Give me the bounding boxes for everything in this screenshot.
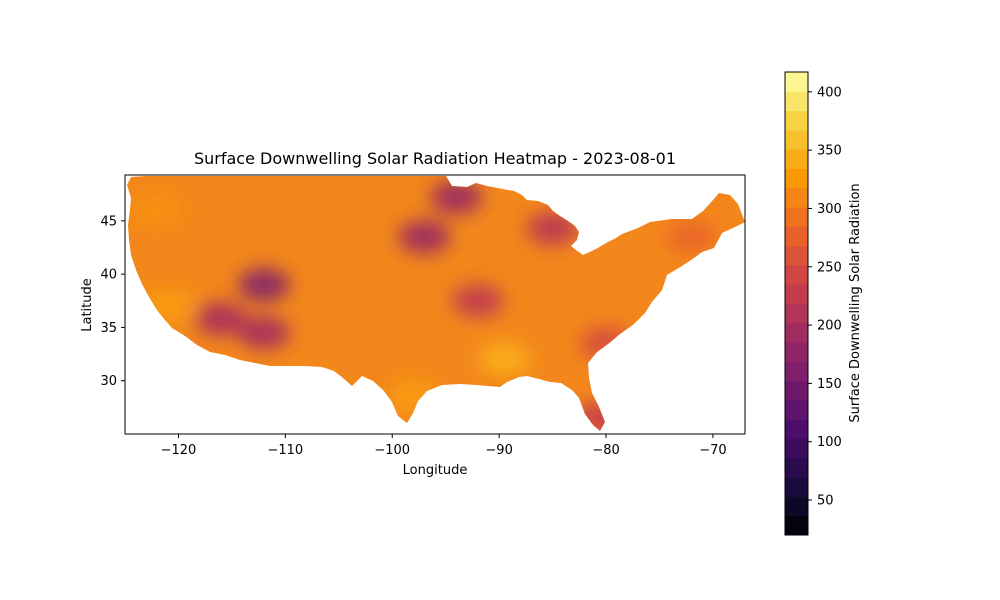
x-tick-label: −70 — [699, 443, 726, 458]
radiation-region — [526, 211, 579, 246]
colorbar-band — [785, 284, 808, 304]
y-tick-label: 45 — [100, 214, 117, 229]
colorbar-band — [785, 438, 808, 459]
y-tick-label: 40 — [100, 268, 117, 283]
radiation-region — [237, 267, 290, 302]
colorbar-band — [785, 457, 808, 478]
radiation-region — [478, 342, 531, 377]
y-axis-label: Latitude — [80, 278, 95, 332]
colorbar-band — [785, 419, 808, 440]
colorbar-band — [785, 496, 808, 517]
colorbar-band — [785, 91, 808, 112]
colorbar-tick-label: 350 — [817, 144, 842, 159]
radiation-region — [237, 315, 290, 350]
colorbar-band — [785, 245, 808, 266]
x-tick-label: −90 — [485, 443, 512, 458]
radiation-region — [131, 193, 184, 228]
chart-title: Surface Downwelling Solar Radiation Heat… — [194, 149, 676, 168]
colorbar-band — [785, 303, 808, 324]
colorbar-tick-label: 200 — [817, 319, 842, 334]
colorbar-ticks: 50 100 150 200 250 300 350 400 — [808, 85, 842, 509]
colorbar-tick-label: 50 — [817, 494, 834, 509]
x-tick-label: −80 — [592, 443, 619, 458]
colorbar-tick-label: 400 — [817, 85, 842, 100]
colorbar-frame — [784, 71, 809, 536]
radiation-region — [141, 289, 194, 324]
radiation-region — [398, 219, 451, 254]
y-axis-ticks: 30 35 40 45 — [100, 214, 125, 389]
colorbar-band — [785, 110, 808, 131]
radiation-region — [665, 219, 718, 254]
colorbar-tick-label: 150 — [817, 377, 842, 392]
colorbar-band — [785, 380, 808, 401]
colorbar-band — [785, 361, 808, 382]
x-tick-label: −100 — [374, 443, 410, 458]
colorbar-tick-label: 100 — [817, 435, 842, 450]
colorbar-band — [785, 399, 808, 420]
x-tick-label: −120 — [161, 443, 197, 458]
map-area — [127, 176, 745, 431]
colorbar-band — [785, 264, 808, 285]
colorbar-label: Surface Downwelling Solar Radiation — [848, 183, 863, 422]
y-tick-label: 30 — [100, 374, 117, 389]
colorbar-band — [785, 477, 808, 497]
colorbar-band — [785, 207, 808, 227]
us-land-mass — [127, 176, 745, 431]
x-axis-label: Longitude — [403, 463, 468, 478]
plot-frame — [124, 174, 746, 435]
colorbar-band — [785, 129, 808, 150]
radiation-region — [387, 379, 440, 414]
x-axis-ticks: −120 −110 −100 −90 −80 −70 — [161, 434, 727, 458]
colorbar-band — [785, 515, 808, 536]
colorbar-band — [785, 226, 808, 247]
colorbar: 50 100 150 200 250 300 350 400 Surface Downwell… — [784, 71, 863, 536]
colorbar-band — [785, 72, 808, 92]
colorbar-tick-label: 250 — [817, 260, 842, 275]
colorbar-band — [785, 149, 808, 169]
radiation-region — [195, 301, 248, 336]
colorbar-band — [785, 168, 808, 189]
colorbar-bands — [785, 72, 808, 536]
colorbar-tick-label: 300 — [817, 202, 842, 217]
x-tick-label: −110 — [267, 443, 303, 458]
radiation-region — [574, 401, 627, 431]
colorbar-band — [785, 322, 808, 343]
colorbar-band — [785, 187, 808, 208]
radiation-region — [451, 283, 504, 318]
colorbar-band — [785, 342, 808, 362]
radiation-region — [430, 180, 483, 215]
y-tick-label: 35 — [100, 321, 117, 336]
radiation-region — [580, 326, 633, 361]
